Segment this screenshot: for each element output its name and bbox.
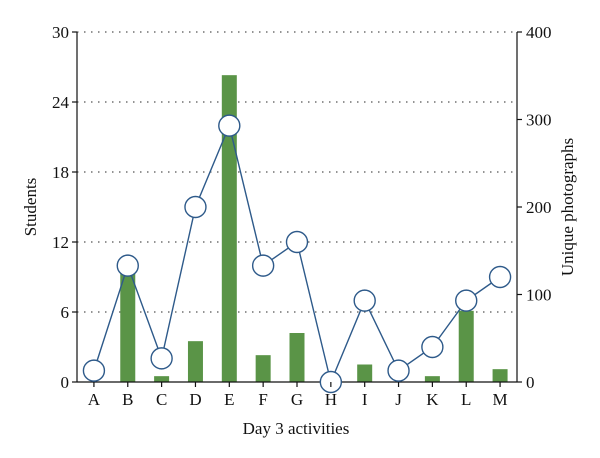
gridlines [77,31,517,313]
x-tick-label-G: G [291,390,303,409]
bar-B [120,267,136,382]
left-tick-label: 6 [61,303,70,322]
x-tick-label-H: H [325,390,337,409]
bar-L [458,310,474,382]
bar-K [424,376,440,382]
bar-C [154,376,170,382]
right-axis-ticks: 0 100 200 300 400 [517,23,552,392]
point-K [421,335,444,359]
point-I [353,289,376,312]
left-axis-ticks: 0 6 12 18 24 30 [52,23,77,392]
x-tick-label-B: B [122,390,133,409]
bar-E [221,75,237,383]
left-tick-label: 0 [61,373,70,392]
point-J [387,359,410,382]
axes [76,32,518,383]
point-A [82,359,106,382]
x-tick-label-D: D [189,390,201,409]
point-L [455,289,478,312]
point-D [184,195,207,219]
left-axis-title: Students [21,178,40,237]
x-tick-label-I: I [362,390,368,409]
x-tick-label-K: K [426,390,439,409]
point-B [116,254,139,277]
point-M [488,265,512,289]
point-E [218,114,241,137]
bar-D [187,341,203,382]
right-axis-title: Unique photographs [558,138,577,276]
x-tick-label-J: J [395,390,402,409]
bar-M [492,369,508,382]
left-tick-label: 18 [52,163,69,182]
bar-F [255,355,271,382]
left-tick-label: 12 [52,233,69,252]
x-tick-label-F: F [258,390,267,409]
right-tick-label: 400 [526,23,552,42]
x-axis-title: Day 3 activities [243,419,350,438]
left-tick-label: 24 [52,93,70,112]
right-tick-label: 300 [526,111,552,130]
x-tick-label-A: A [88,390,101,409]
x-axis-ticks: A B C D E F G H I J K L M [88,382,508,409]
bar-I [357,364,373,382]
bar-series-students [120,75,508,383]
x-tick-label-L: L [461,390,471,409]
right-tick-label: 0 [526,373,535,392]
bar-G [289,333,305,382]
left-tick-label: 30 [52,23,69,42]
x-tick-label-M: M [493,390,508,409]
line-series-unique-photographs [82,114,512,394]
point-G [285,230,309,254]
x-tick-label-C: C [156,390,167,409]
x-tick-label-E: E [224,390,234,409]
point-C [150,347,173,370]
right-tick-label: 200 [526,198,552,217]
right-tick-label: 100 [526,286,552,305]
point-F [251,254,275,277]
